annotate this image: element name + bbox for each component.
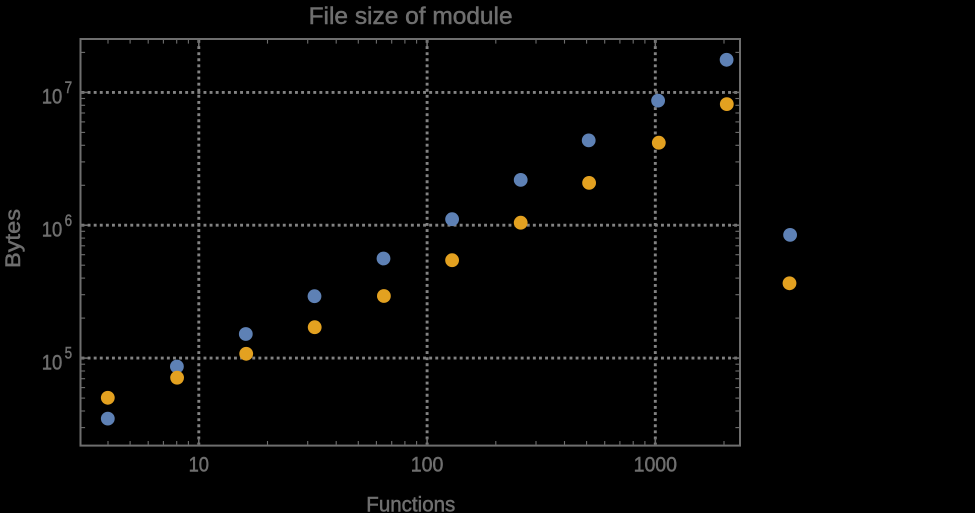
svg-text:7: 7 (65, 78, 73, 97)
svg-text:10: 10 (42, 85, 63, 109)
svg-text:10: 10 (189, 453, 209, 477)
svg-text:100: 100 (411, 453, 444, 477)
svg-text:10: 10 (42, 218, 63, 242)
svg-text:Functions: Functions (366, 493, 455, 513)
svg-text:5: 5 (65, 344, 73, 363)
svg-text:Bytes: Bytes (2, 209, 25, 268)
svg-text:File size of module: File size of module (309, 3, 513, 30)
svg-text:10: 10 (42, 350, 63, 374)
svg-text:1000: 1000 (634, 453, 677, 477)
svg-text:6: 6 (65, 211, 73, 230)
